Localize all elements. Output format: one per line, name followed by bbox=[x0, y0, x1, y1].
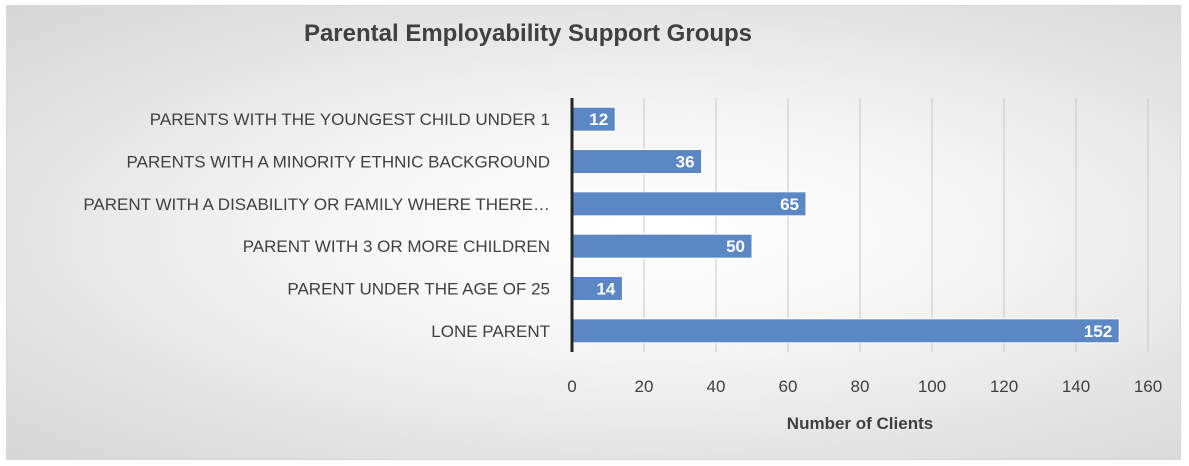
data-labels: 12 36 65 50 14 152 bbox=[589, 110, 1112, 341]
x-tick-label: 20 bbox=[635, 377, 654, 396]
data-label: 12 bbox=[589, 110, 608, 129]
bar bbox=[571, 149, 703, 174]
category-labels: PARENTS WITH THE YOUNGEST CHILD UNDER 1 P… bbox=[83, 110, 550, 341]
category-label: PARENT WITH 3 OR MORE CHILDREN bbox=[243, 237, 550, 256]
bar bbox=[571, 276, 623, 301]
x-tick-label: 80 bbox=[851, 377, 870, 396]
x-axis-title: Number of Clients bbox=[787, 414, 933, 433]
x-tick-label: 60 bbox=[779, 377, 798, 396]
category-label: LONE PARENT bbox=[431, 322, 550, 341]
x-tick-label: 40 bbox=[707, 377, 726, 396]
bar bbox=[571, 233, 753, 259]
category-label: PARENTS WITH THE YOUNGEST CHILD UNDER 1 bbox=[150, 110, 550, 129]
chart-frame bbox=[6, 5, 1181, 460]
x-tick-label: 120 bbox=[990, 377, 1018, 396]
bars bbox=[571, 106, 1120, 344]
data-label: 36 bbox=[676, 153, 695, 172]
data-label: 152 bbox=[1084, 322, 1112, 341]
bar bbox=[571, 106, 616, 132]
x-tick-label: 160 bbox=[1134, 377, 1162, 396]
category-label: PARENTS WITH A MINORITY ETHNIC BACKGROUN… bbox=[127, 153, 550, 172]
bar bbox=[571, 191, 807, 217]
category-label: PARENT WITH A DISABILITY OR FAMILY WHERE… bbox=[83, 195, 550, 214]
gridlines bbox=[643, 98, 1149, 352]
x-tick-label: 140 bbox=[1062, 377, 1090, 396]
x-tick-label: 0 bbox=[567, 377, 576, 396]
category-label: PARENT UNDER THE AGE OF 25 bbox=[287, 280, 550, 299]
data-label: 14 bbox=[596, 280, 615, 299]
x-tick-label: 100 bbox=[918, 377, 946, 396]
data-label: 65 bbox=[780, 195, 799, 214]
data-label: 50 bbox=[726, 237, 745, 256]
bar bbox=[571, 318, 1120, 344]
chart-title: Parental Employability Support Groups bbox=[304, 20, 752, 47]
x-tick-labels: 0 20 40 60 80 100 120 140 160 bbox=[567, 377, 1162, 396]
